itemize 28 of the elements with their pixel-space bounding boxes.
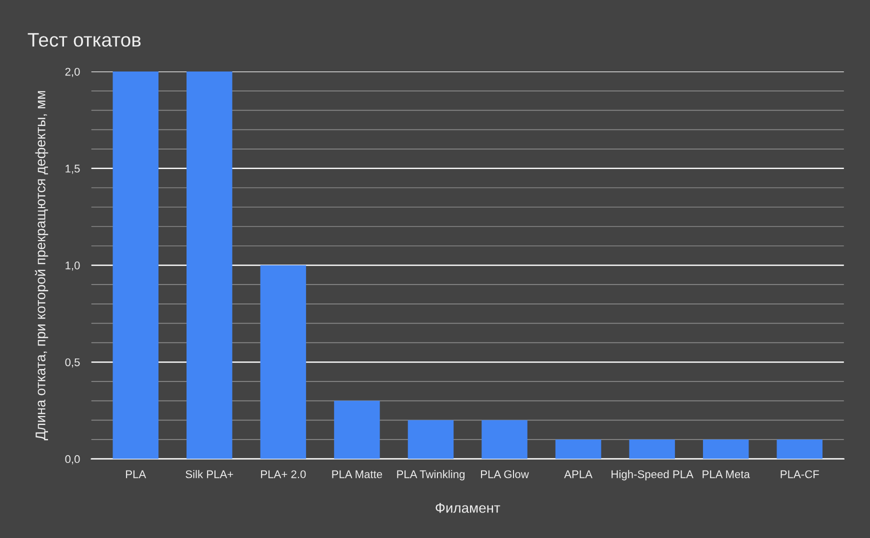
x-tick-label: PLA Matte xyxy=(332,470,382,478)
chart-title: Тест откатов xyxy=(28,33,141,47)
bar xyxy=(112,72,158,459)
bar xyxy=(186,72,232,459)
bar xyxy=(555,440,602,459)
bar xyxy=(702,440,749,459)
y-tick-label: 0,5 xyxy=(65,358,80,368)
x-tick-label: PLA-CF xyxy=(780,470,819,478)
x-tick-label: Silk PLA+ xyxy=(186,470,234,478)
bar xyxy=(776,440,823,459)
y-tick-label: 2,0 xyxy=(65,68,80,77)
bar xyxy=(482,420,528,459)
x-tick-label: High-Speed PLA xyxy=(612,470,694,480)
y-tick-label: 1,5 xyxy=(66,164,80,174)
x-tick-label: APLA xyxy=(564,470,592,478)
bar xyxy=(408,420,454,459)
bar xyxy=(260,265,306,459)
x-tick-label: PLA Twinkling xyxy=(397,470,465,480)
x-tick-label: PLA Glow xyxy=(481,470,529,478)
y-tick-label: 1,0 xyxy=(66,262,80,271)
x-tick-label: PLA+ 2.0 xyxy=(261,470,306,478)
x-axis-title: Филамент xyxy=(436,503,500,513)
y-tick-label: 0,0 xyxy=(65,455,80,464)
y-axis-title: Длина отката, при которой прекращются дефекты, мм xyxy=(34,91,48,440)
x-tick-label: PLA xyxy=(126,470,146,478)
bar xyxy=(629,440,675,459)
bar xyxy=(334,400,380,459)
x-tick-label: PLA Meta xyxy=(702,470,750,478)
